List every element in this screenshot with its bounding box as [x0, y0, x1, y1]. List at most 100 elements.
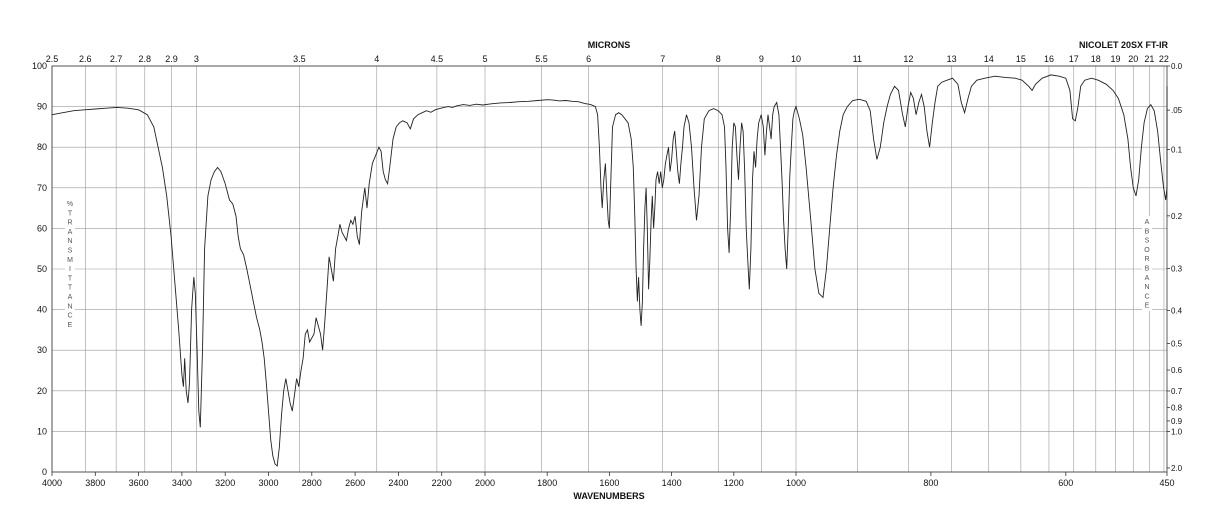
- grid: [51, 65, 1167, 473]
- axis-label-char: R: [67, 220, 72, 227]
- axis-label-char: T: [68, 285, 73, 292]
- absorbance-tick-label: 0.9: [1171, 417, 1183, 426]
- micron-tick-label: 5.5: [535, 54, 548, 64]
- absorbance-tick-label: 1.0: [1171, 427, 1183, 436]
- absorbance-tick-label: .05: [1171, 106, 1183, 115]
- micron-tick-label: 5: [482, 54, 487, 64]
- micron-tick-label: 2.8: [139, 54, 152, 64]
- x-tick-label: 1600: [599, 478, 619, 488]
- top-axis-label: MICRONS: [588, 40, 631, 50]
- axis-label-char: T: [68, 210, 73, 217]
- axis-label-char: S: [1145, 238, 1150, 245]
- micron-tick-label: 3.5: [293, 54, 306, 64]
- micron-tick-label: 3: [194, 54, 199, 64]
- axis-label-char: N: [67, 303, 72, 310]
- axis-label-char: N: [67, 238, 72, 245]
- y-tick-label: 40: [37, 305, 47, 315]
- micron-tick-label: 18: [1091, 54, 1101, 64]
- micron-tick-label: 14: [984, 54, 994, 64]
- micron-tick-label: 7: [660, 54, 665, 64]
- y-tick-label: 90: [37, 102, 47, 112]
- absorbance-tick-label: 0.0: [1171, 62, 1183, 71]
- y-tick-label: 10: [37, 426, 47, 436]
- axis-label-char: M: [67, 257, 73, 264]
- x-tick-label: 450: [1159, 478, 1174, 488]
- axis-label-char: O: [1144, 247, 1150, 254]
- axis-label-char: A: [1145, 275, 1150, 282]
- x-tick-label: 2000: [475, 478, 495, 488]
- micron-tick-label: 21: [1144, 54, 1154, 64]
- axis-label-char: E: [1145, 303, 1150, 310]
- micron-tick-label: 22: [1159, 54, 1169, 64]
- micron-tick-label: 12: [903, 54, 913, 64]
- x-tick-label: 2200: [432, 478, 452, 488]
- micron-tick-label: 15: [1016, 54, 1026, 64]
- x-tick-label: 1200: [724, 478, 744, 488]
- x-tick-label: 2600: [345, 478, 365, 488]
- x-tick-label: 1000: [786, 478, 806, 488]
- axis-label-char: %: [67, 201, 73, 208]
- x-tick-label: 1800: [537, 478, 557, 488]
- axis-label-char: I: [69, 266, 71, 273]
- micron-tick-label: 11: [853, 54, 862, 64]
- y-tick-label: 30: [37, 345, 47, 355]
- absorbance-tick-label: 0.2: [1171, 212, 1183, 221]
- y-tick-label: 20: [37, 386, 47, 396]
- y-tick-label: 80: [37, 142, 47, 152]
- axis-label-char: R: [1144, 256, 1149, 263]
- absorbance-tick-label: 0.1: [1171, 146, 1183, 155]
- absorbance-tick-label: 2.0: [1171, 464, 1183, 473]
- micron-tick-label: 10: [791, 54, 801, 64]
- label-background: [1142, 216, 1152, 311]
- x-tick-label: 4000: [42, 478, 62, 488]
- micron-tick-label: 16: [1044, 54, 1054, 64]
- micron-tick-label: 8: [716, 54, 721, 64]
- x-tick-label: 600: [1058, 478, 1073, 488]
- x-tick-label: 800: [923, 478, 938, 488]
- micron-tick-label: 2.5: [46, 54, 59, 64]
- x-axis-label: WAVENUMBERS: [573, 491, 644, 501]
- micron-tick-label: 2.9: [165, 54, 178, 64]
- axis-label-char: B: [1145, 266, 1150, 273]
- absorbance-tick-label: 0.8: [1171, 404, 1183, 413]
- axis-label-char: A: [68, 229, 73, 236]
- y-tick-label: 0: [42, 467, 47, 477]
- axis-label-char: C: [67, 313, 72, 320]
- axis-label-char: A: [1145, 219, 1150, 226]
- x-tick-label: 3800: [85, 478, 105, 488]
- label-background: [65, 198, 75, 331]
- x-tick-label: 3400: [172, 478, 192, 488]
- micron-tick-label: 4: [374, 54, 379, 64]
- plot-frame: [51, 65, 1168, 473]
- axis-label-char: T: [68, 275, 73, 282]
- x-tick-label: 3200: [215, 478, 235, 488]
- absorbance-tick-label: 0.6: [1171, 366, 1183, 375]
- chart-title: NICOLET 20SX FT-IR: [1079, 40, 1169, 50]
- absorbance-tick-label: 0.3: [1171, 265, 1183, 274]
- micron-tick-label: 9: [759, 54, 764, 64]
- y-tick-label: 70: [37, 183, 47, 193]
- x-tick-label: 2800: [302, 478, 322, 488]
- x-tick-label: 1400: [662, 478, 682, 488]
- micron-tick-label: 2.7: [110, 54, 123, 64]
- micron-tick-label: 2.6: [79, 54, 92, 64]
- axis-label-char: N: [1144, 284, 1149, 291]
- micron-tick-label: 17: [1069, 54, 1079, 64]
- micron-tick-label: 20: [1128, 54, 1138, 64]
- micron-tick-label: 13: [947, 54, 957, 64]
- y-tick-label: 60: [37, 223, 47, 233]
- micron-tick-label: 19: [1111, 54, 1121, 64]
- axis-label-char: S: [68, 248, 73, 255]
- axis-label-char: C: [1144, 293, 1149, 300]
- axis-label-char: A: [68, 294, 73, 301]
- x-tick-label: 3600: [129, 478, 149, 488]
- x-tick-label: 2400: [388, 478, 408, 488]
- micron-tick-label: 4.5: [431, 54, 444, 64]
- micron-tick-label: 6: [586, 54, 591, 64]
- spectrum-trace: [51, 74, 1168, 467]
- y-tick-label: 50: [37, 264, 47, 274]
